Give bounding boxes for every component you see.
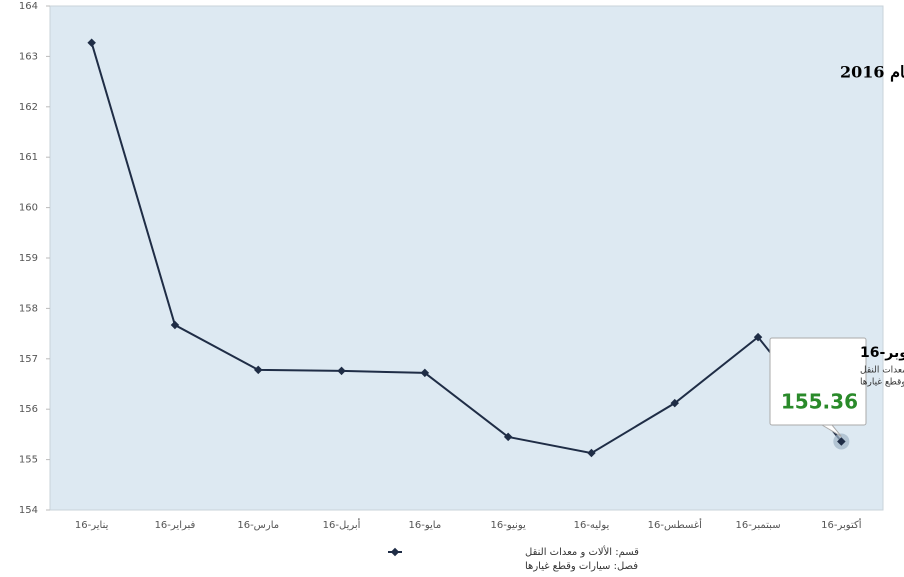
x-tick-label: مارس-16	[237, 520, 279, 531]
tooltip-box	[769, 337, 867, 426]
x-tick-label: يونيو-16	[491, 520, 526, 531]
legend: قسم: الألات و معدات النقل فصل: سيارات وق…	[388, 545, 639, 572]
y-tick-label: 155	[19, 455, 38, 466]
chart-title: مؤشر الرقم القياسي لأسعار السيارات وقطع …	[840, 62, 904, 83]
y-tick-label: 163	[19, 51, 38, 62]
x-tick-label: أكتوبر-16	[821, 518, 862, 531]
y-tick-label: 161	[19, 152, 38, 163]
y-tick-label: 160	[19, 203, 38, 214]
point	[587, 448, 596, 458]
tooltip-subtitle: فصل: سيارات وقطع غيارها	[860, 378, 904, 388]
plot-area	[49, 5, 884, 511]
y-tick-label: 157	[19, 354, 38, 365]
tooltip: أكتوبر-16 قسم: الألات و معدات النقل فصل: س…	[769, 337, 904, 437]
legend-marker	[390, 547, 400, 557]
point	[87, 38, 96, 48]
point	[753, 332, 763, 342]
tooltip-series: قسم: الألات و معدات النقل	[860, 364, 904, 376]
x-tick-label: سبتمبر-16	[736, 520, 781, 531]
tooltip-category: أكتوبر-16	[860, 343, 904, 361]
x-tick-label: أغسطس-16	[648, 518, 702, 531]
point	[503, 432, 513, 442]
x-tick-label: مايو-16	[408, 520, 441, 531]
x-tick-label: أبريل-16	[323, 518, 361, 531]
point	[837, 437, 846, 446]
tooltip-pointer	[820, 424, 842, 437]
y-tick-label: 164	[19, 1, 38, 12]
point	[670, 398, 679, 408]
series-line	[90, 42, 843, 455]
point	[420, 368, 430, 378]
tooltip-value: 155.36	[781, 390, 858, 414]
point	[254, 365, 263, 375]
y-tick-label: 159	[19, 253, 38, 264]
point	[337, 366, 346, 376]
y-tick-label: 154	[19, 505, 38, 516]
legend-subtitle: فصل: سيارات وقطع غيارها	[525, 561, 638, 572]
x-tick-label: يناير-16	[75, 520, 109, 531]
y-tick-label: 158	[19, 303, 38, 314]
x-tick-label: يوليه-16	[574, 520, 610, 531]
y-tick-label: 162	[19, 102, 38, 113]
y-tick-label: 156	[19, 404, 38, 415]
point	[170, 320, 180, 330]
legend-label: قسم: الألات و معدات النقل	[525, 545, 639, 558]
x-tick-label: فبراير-16	[155, 520, 196, 531]
